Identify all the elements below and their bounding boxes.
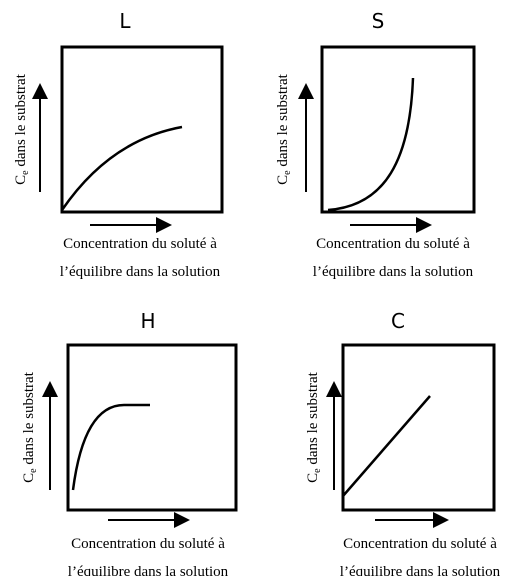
x-label-line: Concentration du soluté à [343, 536, 497, 552]
x-label-line: Concentration du soluté à [63, 236, 217, 252]
y-label-text: dans le substrat [21, 371, 37, 468]
panel-title: H [140, 309, 155, 333]
y-label-symbol: C [13, 175, 29, 185]
y-label-subscript: e [20, 170, 31, 175]
isotherm-curve [327, 77, 415, 212]
x-label-line: l’équilibre dans la solution [340, 564, 501, 576]
y-label: Ce dans le substrat [305, 371, 323, 483]
panel-title: C [391, 309, 405, 333]
plot-box [60, 45, 224, 214]
panel-title: S [372, 9, 385, 33]
isotherm-curve [71, 403, 150, 491]
y-label-symbol: C [305, 473, 321, 483]
x-label-line: Concentration du soluté à [71, 536, 225, 552]
y-label-symbol: C [275, 175, 291, 185]
y-label-text: dans le substrat [275, 73, 291, 170]
y-label-text: dans le substrat [305, 371, 321, 468]
isotherm-curve [60, 125, 183, 211]
y-label: Ce dans le substrat [13, 73, 31, 185]
y-label-subscript: e [282, 170, 293, 175]
x-label-line: l’équilibre dans la solution [313, 264, 474, 280]
y-label-text: dans le substrat [13, 73, 29, 170]
x-label-line: Concentration du soluté à [316, 236, 470, 252]
panel: H Ce dans le substrat Concentration du sol… [21, 309, 238, 576]
panel-title: L [119, 9, 131, 33]
panel: S Ce dans le substrat Concentration du sol… [275, 9, 476, 280]
y-label: Ce dans le substrat [21, 371, 39, 483]
isotherm-curve [342, 395, 431, 497]
panel: L Ce dans le substrat Concentration du sol… [13, 9, 224, 280]
y-label-symbol: C [21, 473, 37, 483]
plot-box [341, 343, 496, 512]
plot-box [66, 343, 238, 512]
y-label-subscript: e [312, 468, 323, 473]
y-label: Ce dans le substrat [275, 73, 293, 185]
x-label-line: l’équilibre dans la solution [60, 264, 221, 280]
x-label-line: l’équilibre dans la solution [68, 564, 229, 576]
y-label-subscript: e [28, 468, 39, 473]
plot-box [320, 45, 476, 214]
